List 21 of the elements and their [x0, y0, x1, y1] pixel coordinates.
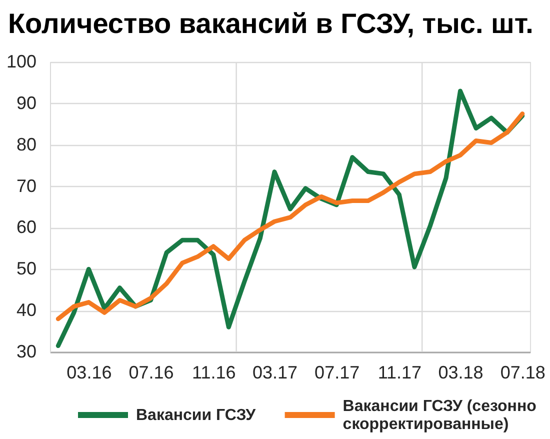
x-tick-label: 07.17	[314, 362, 360, 382]
line-series	[56, 112, 525, 322]
chart-title: Количество вакансий в ГСЗУ, тыс. шт.	[8, 8, 534, 39]
line-series	[56, 88, 525, 348]
y-tick-label: 60	[16, 217, 36, 238]
y-tick-label: 50	[16, 258, 36, 279]
y-tick-label: 80	[16, 134, 36, 154]
x-tick-label: 11.17	[378, 362, 422, 382]
y-tick-label: 100	[6, 52, 36, 72]
legend-label: Вакансии ГСЗУ (сезонно скорректированные)	[342, 398, 537, 433]
y-tick-label: 70	[16, 176, 36, 196]
legend-label: Вакансии ГСЗУ	[136, 407, 257, 424]
x-tick-label: 03.18	[438, 362, 484, 382]
x-tick-label: 07.16	[128, 362, 174, 382]
x-tick-label: 03.16	[66, 362, 112, 382]
y-tick-label: 90	[16, 92, 36, 113]
y-tick-label: 40	[16, 300, 36, 320]
x-tick-label: 03.17	[252, 362, 298, 382]
y-tick-label: 30	[16, 342, 36, 362]
x-tick-label: 11.16	[192, 362, 236, 382]
x-tick-label: 07.18	[500, 362, 546, 382]
